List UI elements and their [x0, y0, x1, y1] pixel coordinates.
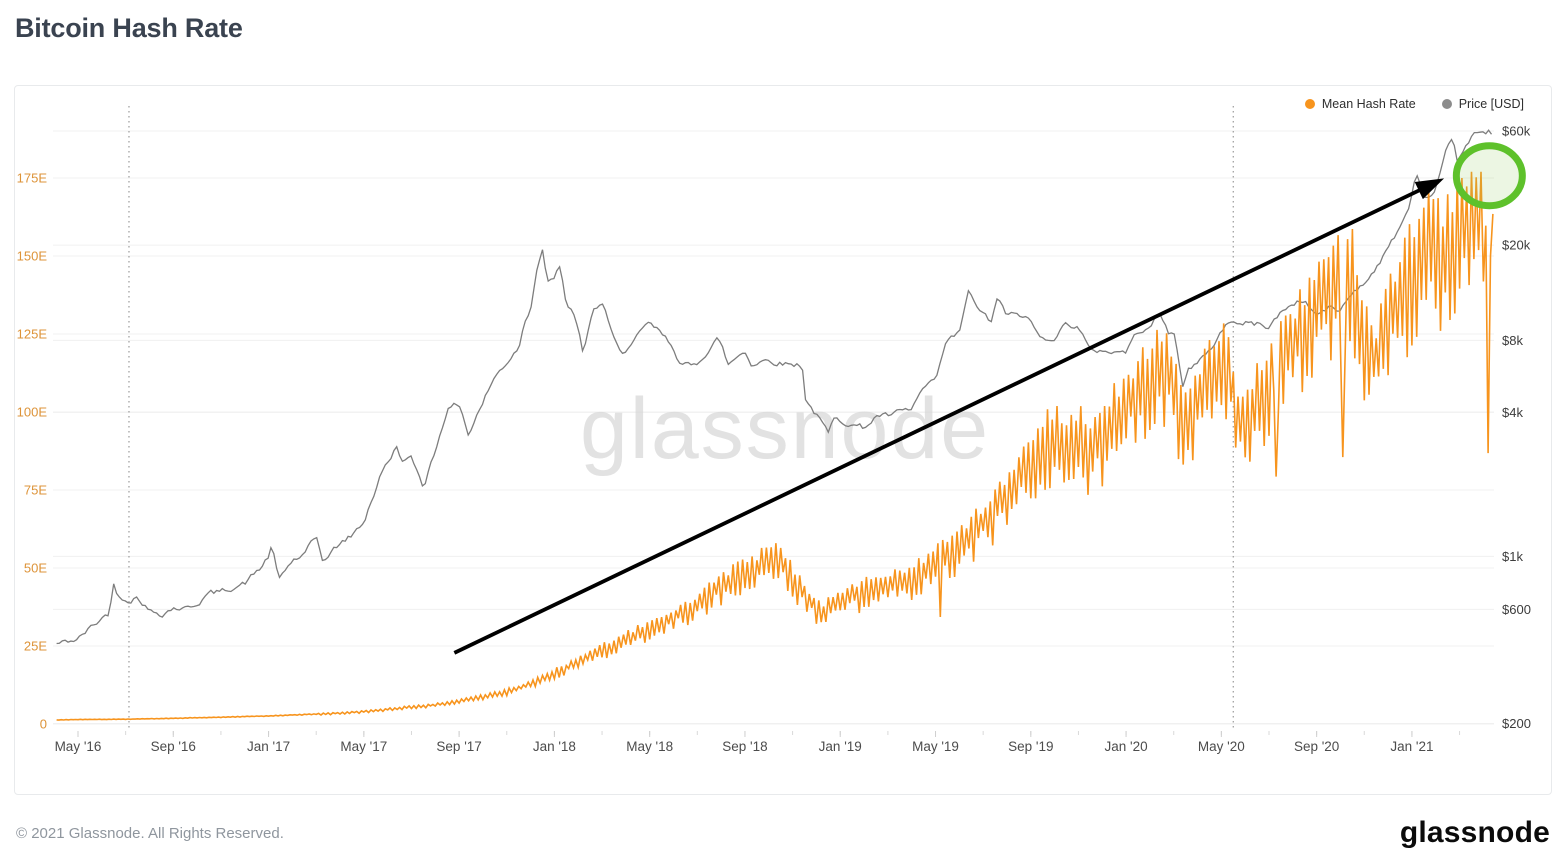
- legend-item-price-usd[interactable]: Price [USD]: [1441, 97, 1524, 111]
- price-line[interactable]: [56, 129, 1493, 645]
- left-axis-tick-label: 100E: [17, 405, 48, 420]
- legend-label: Mean Hash Rate: [1321, 97, 1416, 111]
- right-axis-tick-label: $200: [1502, 716, 1531, 731]
- x-axis-tick-label: Jan '17: [247, 739, 290, 754]
- page-title: Bitcoin Hash Rate: [15, 13, 243, 43]
- gridlines: [53, 130, 1494, 737]
- left-axis-tick-label: 25E: [24, 639, 47, 654]
- x-axis-tick-label: Sep '20: [1294, 739, 1339, 754]
- x-axis-tick-label: Sep '17: [436, 739, 481, 754]
- footer: © 2021 Glassnode. All Rights Reserved. g…: [0, 810, 1566, 856]
- x-axis-tick-label: May '16: [55, 739, 102, 754]
- left-axis-tick-label: 150E: [17, 249, 48, 264]
- left-axis-tick-label: 175E: [17, 171, 48, 186]
- trend-arrow-head: [1414, 178, 1445, 200]
- right-axis-tick-label: $8k: [1502, 333, 1523, 348]
- price-dot-icon: [1441, 99, 1452, 109]
- x-axis-tick-label: Jan '18: [533, 739, 576, 754]
- glassnode-logo: glassnode: [1399, 816, 1550, 849]
- x-axis-tick-label: May '20: [1198, 739, 1245, 754]
- left-axis-tick-label: 0: [40, 717, 47, 732]
- left-axis-tick-label: 50E: [24, 561, 47, 576]
- hash-rate-dot-icon: [1304, 99, 1315, 109]
- x-axis-tick-label: Jan '21: [1390, 739, 1433, 754]
- copyright-text: © 2021 Glassnode. All Rights Reserved.: [16, 824, 284, 842]
- legend-label: Price [USD]: [1458, 97, 1524, 111]
- x-axis-tick-label: May '17: [340, 739, 387, 754]
- x-axis-tick-label: Sep '16: [151, 739, 196, 754]
- x-axis-tick-label: Jan '20: [1105, 739, 1148, 754]
- left-axis-tick-label: 75E: [24, 483, 47, 498]
- chart-card: glassnode May '16 Sep '16 Jan '17 May '17 Sep…: [14, 85, 1552, 795]
- glassnode-watermark: glassnode: [580, 381, 990, 477]
- trend-arrow-line: [453, 187, 1424, 655]
- left-axis-tick-label: 125E: [17, 327, 48, 342]
- hash-rate-chart: glassnode May '16 Sep '16 Jan '17 May '17 Sep…: [17, 106, 1531, 754]
- right-axis-tick-label: $4k: [1502, 405, 1523, 420]
- right-axis-tick-label: $60k: [1502, 124, 1531, 139]
- x-axis-tick-label: Sep '18: [722, 739, 767, 754]
- x-axis-tick-label: May '19: [912, 739, 959, 754]
- legend-item-mean-hash-rate[interactable]: Mean Hash Rate: [1304, 97, 1416, 111]
- chart-legend: Mean Hash Rate Price [USD]: [1304, 97, 1524, 111]
- right-axis-tick-label: $1k: [1502, 549, 1523, 564]
- right-axis-tick-label: $20k: [1502, 238, 1531, 253]
- right-axis-tick-label: $600: [1502, 602, 1531, 617]
- x-axis-tick-label: Sep '19: [1008, 739, 1053, 754]
- highlight-circle: [1452, 142, 1526, 210]
- x-axis-tick-label: Jan '19: [819, 739, 862, 754]
- hash-rate-line[interactable]: [56, 171, 1494, 721]
- x-axis-tick-label: May '18: [626, 739, 673, 754]
